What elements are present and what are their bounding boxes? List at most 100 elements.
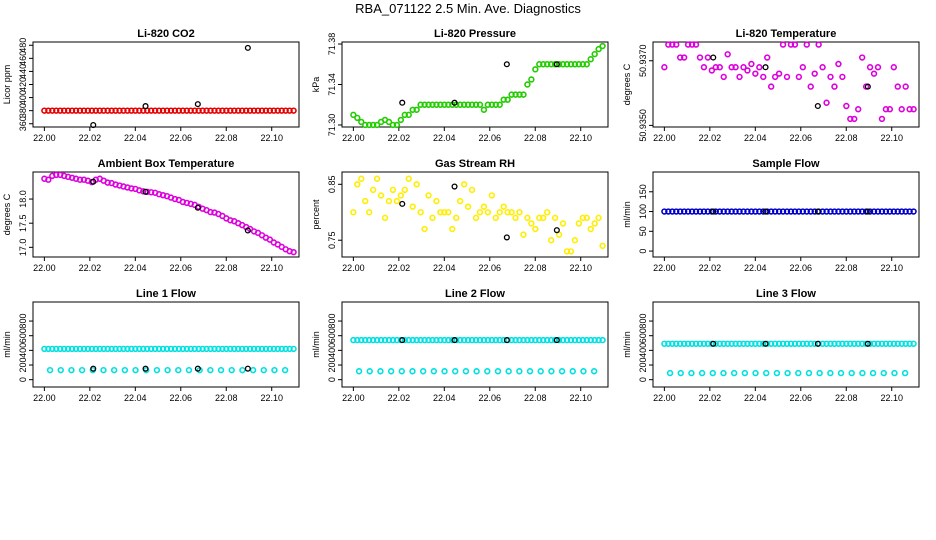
data-point <box>100 345 107 353</box>
data-point <box>266 345 274 353</box>
data-point <box>365 209 373 216</box>
data-point <box>464 336 472 344</box>
data-point <box>700 340 708 347</box>
data-point <box>676 208 684 215</box>
x-tick-label: 22.04 <box>433 393 456 403</box>
data-point <box>870 70 878 77</box>
data-point <box>250 107 258 114</box>
check-point <box>194 101 201 108</box>
data-point <box>859 369 866 377</box>
data-point <box>128 185 135 192</box>
data-point <box>389 186 397 194</box>
check-point <box>710 208 717 215</box>
data-point <box>779 340 787 347</box>
data-point <box>460 336 468 344</box>
data-point <box>855 106 862 113</box>
data-point <box>661 340 668 347</box>
data-point <box>453 214 460 222</box>
data-point <box>504 96 511 103</box>
data-point <box>238 107 246 114</box>
plot-frame <box>32 301 300 388</box>
data-point <box>831 340 838 347</box>
data-point <box>433 197 440 205</box>
x-tick-label: 22.08 <box>524 393 547 403</box>
data-point <box>112 345 119 353</box>
chart-title: Line 2 Flow <box>445 288 505 300</box>
y-tick-label: 460 <box>18 51 28 66</box>
data-point <box>239 366 246 374</box>
x-tick-label: 22.06 <box>790 263 813 273</box>
data-point <box>748 60 755 68</box>
data-point <box>147 189 155 196</box>
data-point <box>116 345 123 353</box>
data-point <box>355 368 363 375</box>
x-tick-label: 22.02 <box>699 263 722 273</box>
x-tick-label: 22.06 <box>790 133 813 143</box>
data-point <box>587 56 594 63</box>
data-point <box>567 248 575 255</box>
data-point <box>795 340 803 347</box>
data-point <box>286 107 293 114</box>
data-point <box>771 208 779 215</box>
check-point <box>762 64 769 71</box>
data-point <box>524 336 531 344</box>
data-point <box>171 107 179 114</box>
check-point <box>194 204 201 211</box>
data-point <box>692 208 700 215</box>
data-point <box>207 345 214 353</box>
data-point <box>270 345 278 353</box>
data-point <box>144 345 151 353</box>
data-point <box>456 336 464 344</box>
x-tick-label: 22.04 <box>744 263 767 273</box>
data-point <box>271 366 278 374</box>
data-point <box>555 336 563 344</box>
data-point <box>532 225 539 233</box>
y-tick-label: 71.34 <box>327 73 337 96</box>
data-point <box>274 345 281 353</box>
data-point <box>756 208 763 215</box>
check-point <box>244 44 251 51</box>
data-point <box>773 369 781 377</box>
data-point <box>536 336 543 344</box>
data-point <box>96 345 103 353</box>
data-point <box>544 209 551 216</box>
data-point <box>508 209 515 216</box>
x-tick-label: 22.02 <box>699 393 722 403</box>
data-point <box>175 366 182 374</box>
data-point <box>775 70 783 77</box>
data-point <box>532 66 539 73</box>
data-point <box>677 369 684 377</box>
y-tick-label: 380 <box>18 103 28 118</box>
x-tick-label: 22.00 <box>653 133 676 143</box>
data-point <box>425 101 432 108</box>
chart-title: Line 1 Flow <box>136 288 196 300</box>
data-point <box>704 54 712 61</box>
data-point <box>744 340 751 347</box>
x-tick-label: 22.10 <box>260 263 283 273</box>
data-point <box>116 107 123 114</box>
data-point <box>732 208 739 215</box>
data-point <box>84 107 92 114</box>
data-point <box>358 175 365 182</box>
data-point <box>207 366 214 374</box>
data-point <box>771 340 779 347</box>
data-point <box>409 368 416 375</box>
data-point <box>720 369 727 377</box>
plot-frame <box>341 41 609 128</box>
x-tick-label: 22.02 <box>79 133 102 143</box>
data-point <box>661 208 668 215</box>
data-point <box>492 101 499 108</box>
data-point <box>151 107 159 114</box>
data-point <box>823 99 830 106</box>
data-point <box>811 208 818 215</box>
data-point <box>242 107 250 114</box>
chart-panel: Li-820 Temperature degrees C 22.00 22.02 22.… <box>622 28 920 143</box>
data-point <box>456 101 464 108</box>
data-point <box>724 51 731 58</box>
data-point <box>528 336 535 344</box>
x-tick-label: 22.00 <box>33 263 56 273</box>
data-point <box>362 336 369 344</box>
data-point <box>835 340 842 347</box>
check-point <box>864 340 871 347</box>
data-point <box>869 369 877 377</box>
